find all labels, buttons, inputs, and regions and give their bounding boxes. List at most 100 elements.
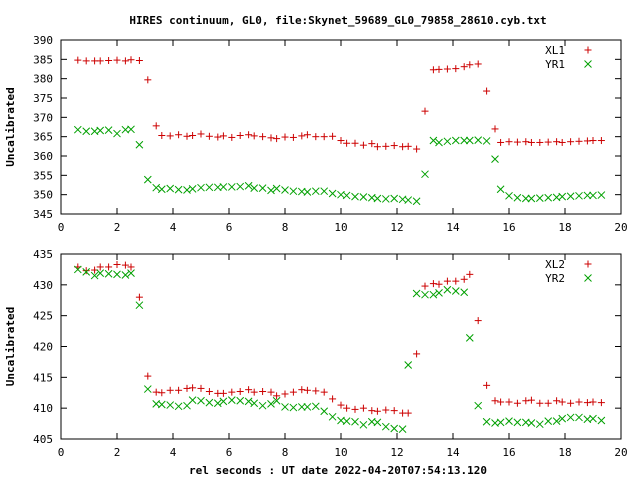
data-point <box>289 403 298 412</box>
data-point <box>505 191 513 200</box>
data-point <box>312 387 320 395</box>
data-point <box>429 290 438 299</box>
data-point <box>474 317 482 325</box>
data-point <box>351 192 359 201</box>
data-point <box>558 192 567 201</box>
data-point <box>575 398 583 406</box>
data-point <box>175 386 183 394</box>
data-point <box>443 285 452 294</box>
data-point <box>197 183 205 192</box>
data-point <box>113 56 121 64</box>
data-point <box>496 418 505 427</box>
data-point <box>483 381 491 389</box>
data-point <box>404 196 413 204</box>
chart-title: HIRES continuum, GL0, file:Skynet_59689_… <box>129 14 546 27</box>
x-tick-label: 2 <box>114 221 121 234</box>
data-point <box>236 388 244 396</box>
data-point <box>390 194 399 203</box>
data-point <box>413 350 421 358</box>
data-point <box>351 417 359 426</box>
data-point <box>311 402 320 411</box>
data-point <box>166 386 174 394</box>
data-point <box>505 398 513 406</box>
data-point <box>174 402 183 411</box>
data-point <box>404 409 412 417</box>
data-point <box>303 403 312 411</box>
x-tick-label: 14 <box>446 221 460 234</box>
data-point <box>535 420 544 429</box>
legend-marker <box>584 274 592 282</box>
data-point <box>219 397 228 406</box>
data-point <box>259 133 267 141</box>
data-point <box>497 398 505 406</box>
x-tick-label: 16 <box>502 446 515 459</box>
data-point <box>527 419 536 427</box>
data-point <box>281 390 289 398</box>
data-point <box>205 183 214 192</box>
data-point <box>435 65 443 73</box>
data-point <box>96 57 104 65</box>
data-point <box>381 422 390 431</box>
data-point <box>189 132 197 140</box>
data-point <box>589 137 597 145</box>
data-point <box>197 396 205 405</box>
legend-label: YR2 <box>545 272 565 285</box>
data-point <box>342 417 351 425</box>
y-tick-label: 365 <box>33 131 53 144</box>
data-point <box>245 386 253 394</box>
data-point <box>281 186 289 194</box>
data-point <box>144 76 152 84</box>
data-point <box>267 388 275 396</box>
data-point <box>522 138 530 146</box>
y-tick-label: 405 <box>33 433 53 446</box>
data-point <box>329 395 337 403</box>
data-point <box>289 388 297 396</box>
data-point <box>368 407 376 415</box>
plot-panel-2: 0 2 4 6 8 10 12 14 16 18 20 405 410 415 420 425 430 435 Un… <box>4 248 628 459</box>
data-point <box>583 191 592 200</box>
x-tick-label: 2 <box>114 446 121 459</box>
data-point <box>281 133 289 141</box>
y-tick-label: 430 <box>33 279 53 292</box>
data-point <box>429 136 438 145</box>
y-axis-label: Uncalibrated <box>4 307 17 386</box>
data-point <box>273 392 281 400</box>
data-point <box>373 194 382 203</box>
data-point <box>558 398 566 406</box>
data-point <box>127 125 135 134</box>
data-point <box>505 138 513 146</box>
data-point <box>157 185 166 194</box>
data-point <box>272 184 281 193</box>
legend-marker <box>584 60 592 68</box>
y-axis-label: Uncalibrated <box>4 87 17 166</box>
data-point <box>491 397 499 405</box>
data-point <box>158 389 166 397</box>
data-point <box>267 399 275 408</box>
data-point <box>219 183 228 191</box>
data-point <box>127 269 135 277</box>
data-point <box>351 139 359 147</box>
data-point <box>513 399 521 407</box>
data-point <box>236 396 245 405</box>
data-point <box>320 388 328 396</box>
data-point <box>373 407 381 415</box>
plot-frame <box>60 39 622 215</box>
data-point <box>465 136 474 145</box>
data-point <box>320 407 329 416</box>
data-point <box>505 417 513 425</box>
data-point <box>188 396 197 405</box>
data-point <box>382 406 390 414</box>
data-point <box>553 397 561 405</box>
data-point <box>135 293 143 301</box>
x-tick-label: 10 <box>334 221 347 234</box>
y-tick-label: 420 <box>33 341 53 354</box>
data-point <box>583 399 591 407</box>
data-point <box>298 386 306 394</box>
data-point <box>429 280 437 288</box>
x-tick-label: 18 <box>558 446 571 459</box>
data-point <box>466 61 474 69</box>
y-tick-label: 380 <box>33 73 53 86</box>
data-point <box>250 132 258 140</box>
data-point <box>213 399 222 408</box>
data-point <box>96 269 105 277</box>
